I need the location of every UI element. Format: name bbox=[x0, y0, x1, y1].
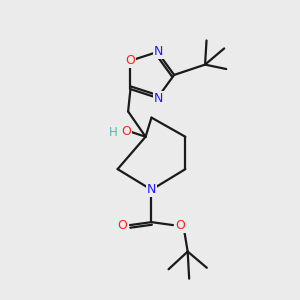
Text: O: O bbox=[121, 125, 131, 138]
Text: N: N bbox=[154, 92, 163, 105]
Text: O: O bbox=[176, 219, 185, 232]
Text: N: N bbox=[147, 183, 156, 196]
Text: O: O bbox=[118, 219, 128, 232]
Text: O: O bbox=[125, 54, 135, 67]
Text: H: H bbox=[109, 126, 118, 140]
Text: N: N bbox=[154, 45, 163, 58]
